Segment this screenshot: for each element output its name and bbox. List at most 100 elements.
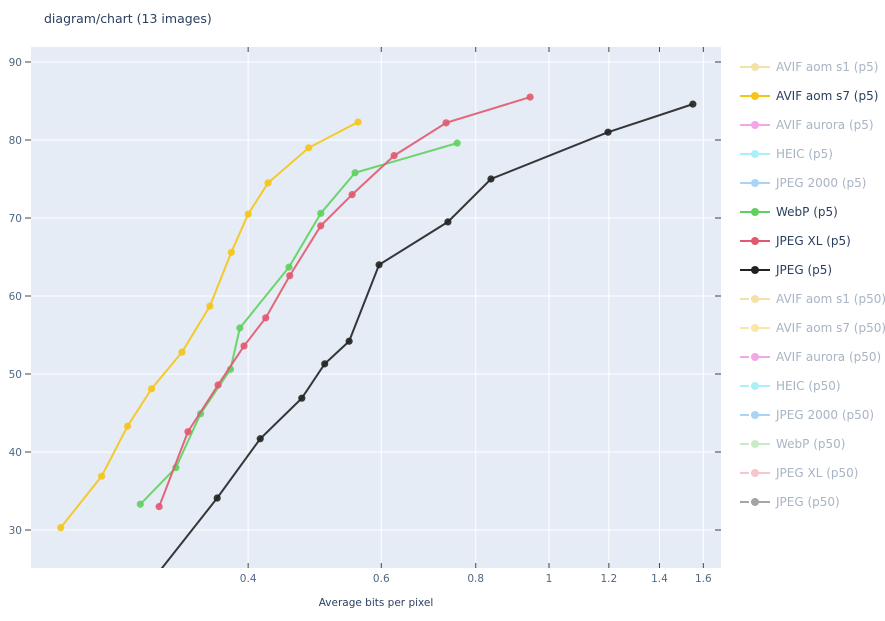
data-point[interactable] [305, 144, 313, 152]
data-point[interactable] [227, 248, 235, 256]
legend-line-marker-icon [740, 377, 770, 395]
x-tick-label: 1.6 [695, 573, 712, 585]
chart-title: diagram/chart (13 images) [44, 11, 212, 26]
data-point[interactable] [286, 272, 294, 280]
series-avif-aom-s7-p5-[interactable] [57, 118, 362, 532]
y-tick-label: 50 [9, 369, 22, 381]
legend-line-marker-icon [740, 232, 770, 250]
data-point[interactable] [264, 179, 272, 187]
data-point[interactable] [453, 139, 461, 147]
legend-item-label: AVIF aurora (p5) [776, 117, 874, 132]
data-point[interactable] [321, 360, 329, 368]
legend-item-label: AVIF aom s7 (p50) [776, 320, 885, 335]
y-tick-label: 30 [9, 525, 22, 537]
y-tick-label: 80 [9, 135, 22, 147]
legend-item-label: HEIC (p50) [776, 378, 841, 393]
y-tick-label: 90 [9, 57, 22, 69]
data-point[interactable] [213, 494, 221, 502]
data-point[interactable] [351, 169, 359, 177]
legend-line-marker-icon [740, 87, 770, 105]
legend-item-label: WebP (p5) [776, 204, 838, 219]
data-point[interactable] [375, 261, 383, 269]
data-point[interactable] [57, 524, 65, 532]
legend-item[interactable]: AVIF aom s1 (p5) [740, 52, 885, 81]
data-point[interactable] [262, 314, 270, 322]
series-jpeg-p5-[interactable] [160, 100, 697, 569]
plot-area[interactable] [31, 47, 721, 568]
legend-item-label: AVIF aurora (p50) [776, 349, 882, 364]
legend-item[interactable]: WebP (p50) [740, 429, 885, 458]
data-point[interactable] [214, 381, 222, 389]
legend-line-marker-icon [740, 116, 770, 134]
legend-item-label: HEIC (p5) [776, 146, 833, 161]
legend-item-label: JPEG XL (p50) [776, 465, 859, 480]
data-point[interactable] [147, 385, 156, 393]
legend-item[interactable]: AVIF aurora (p50) [740, 342, 885, 371]
data-point[interactable] [136, 500, 144, 508]
data-point[interactable] [285, 263, 293, 271]
data-point[interactable] [526, 93, 534, 101]
data-point[interactable] [98, 472, 106, 480]
legend-item[interactable]: JPEG 2000 (p5) [740, 168, 885, 197]
legend-line-marker-icon [740, 319, 770, 337]
x-axis-title: Average bits per pixel [319, 597, 434, 609]
data-point[interactable] [345, 337, 353, 345]
data-point[interactable] [236, 324, 244, 332]
legend-item-label: WebP (p50) [776, 436, 846, 451]
data-point[interactable] [604, 128, 612, 136]
data-point[interactable] [442, 119, 450, 127]
x-tick-label: 1.4 [651, 573, 668, 585]
data-point[interactable] [348, 191, 356, 199]
legend-line-marker-icon [740, 406, 770, 424]
legend-item[interactable]: AVIF aom s7 (p50) [740, 313, 885, 342]
legend-item[interactable]: WebP (p5) [740, 197, 885, 226]
x-tick-label: 0.6 [373, 573, 390, 585]
data-point[interactable] [689, 100, 697, 108]
legend-item[interactable]: JPEG XL (p50) [740, 458, 885, 487]
x-tick-label: 0.8 [467, 573, 484, 585]
data-point[interactable] [487, 175, 495, 183]
data-point[interactable] [155, 503, 163, 511]
series-webp-p5-[interactable] [136, 139, 461, 508]
legend-item[interactable]: JPEG (p50) [740, 487, 885, 516]
legend-line-marker-icon [740, 174, 770, 192]
legend-item[interactable]: JPEG XL (p5) [740, 226, 885, 255]
data-point[interactable] [184, 428, 192, 436]
legend-item[interactable]: HEIC (p50) [740, 371, 885, 400]
x-tick-label: 1 [546, 573, 553, 585]
legend-item-label: JPEG 2000 (p50) [776, 407, 875, 422]
legend-item-label: AVIF aom s1 (p50) [776, 291, 885, 306]
y-tick-label: 60 [9, 291, 22, 303]
x-tick-label: 0.4 [240, 573, 257, 585]
series-jpeg-xl-p5-[interactable] [155, 93, 534, 511]
data-point[interactable] [298, 394, 306, 402]
data-point[interactable] [256, 435, 264, 443]
legend-line-marker-icon [740, 464, 770, 482]
legend-item-label: JPEG 2000 (p5) [776, 175, 867, 190]
x-tick-label: 1.2 [601, 573, 618, 585]
legend-item-label: AVIF aom s7 (p5) [776, 88, 879, 103]
data-point[interactable] [354, 118, 362, 126]
legend-item[interactable]: AVIF aurora (p5) [740, 110, 885, 139]
data-point[interactable] [244, 210, 252, 218]
data-point[interactable] [317, 209, 325, 217]
data-point[interactable] [206, 302, 214, 310]
legend-item-label: JPEG XL (p5) [776, 233, 851, 248]
legend: AVIF aom s1 (p5) AVIF aom s7 (p5) AVIF aur… [740, 52, 885, 516]
data-point[interactable] [123, 422, 132, 430]
legend-item[interactable]: AVIF aom s1 (p50) [740, 284, 885, 313]
legend-item[interactable]: JPEG 2000 (p50) [740, 400, 885, 429]
legend-line-marker-icon [740, 145, 770, 163]
legend-item[interactable]: AVIF aom s7 (p5) [740, 81, 885, 110]
data-point[interactable] [317, 222, 325, 230]
legend-line-marker-icon [740, 290, 770, 308]
data-point[interactable] [444, 218, 452, 226]
legend-item-label: JPEG (p5) [776, 262, 833, 277]
legend-line-marker-icon [740, 493, 770, 511]
data-point[interactable] [390, 152, 398, 160]
legend-item[interactable]: JPEG (p5) [740, 255, 885, 284]
legend-item[interactable]: HEIC (p5) [740, 139, 885, 168]
data-point[interactable] [178, 348, 186, 356]
data-point[interactable] [240, 342, 248, 350]
